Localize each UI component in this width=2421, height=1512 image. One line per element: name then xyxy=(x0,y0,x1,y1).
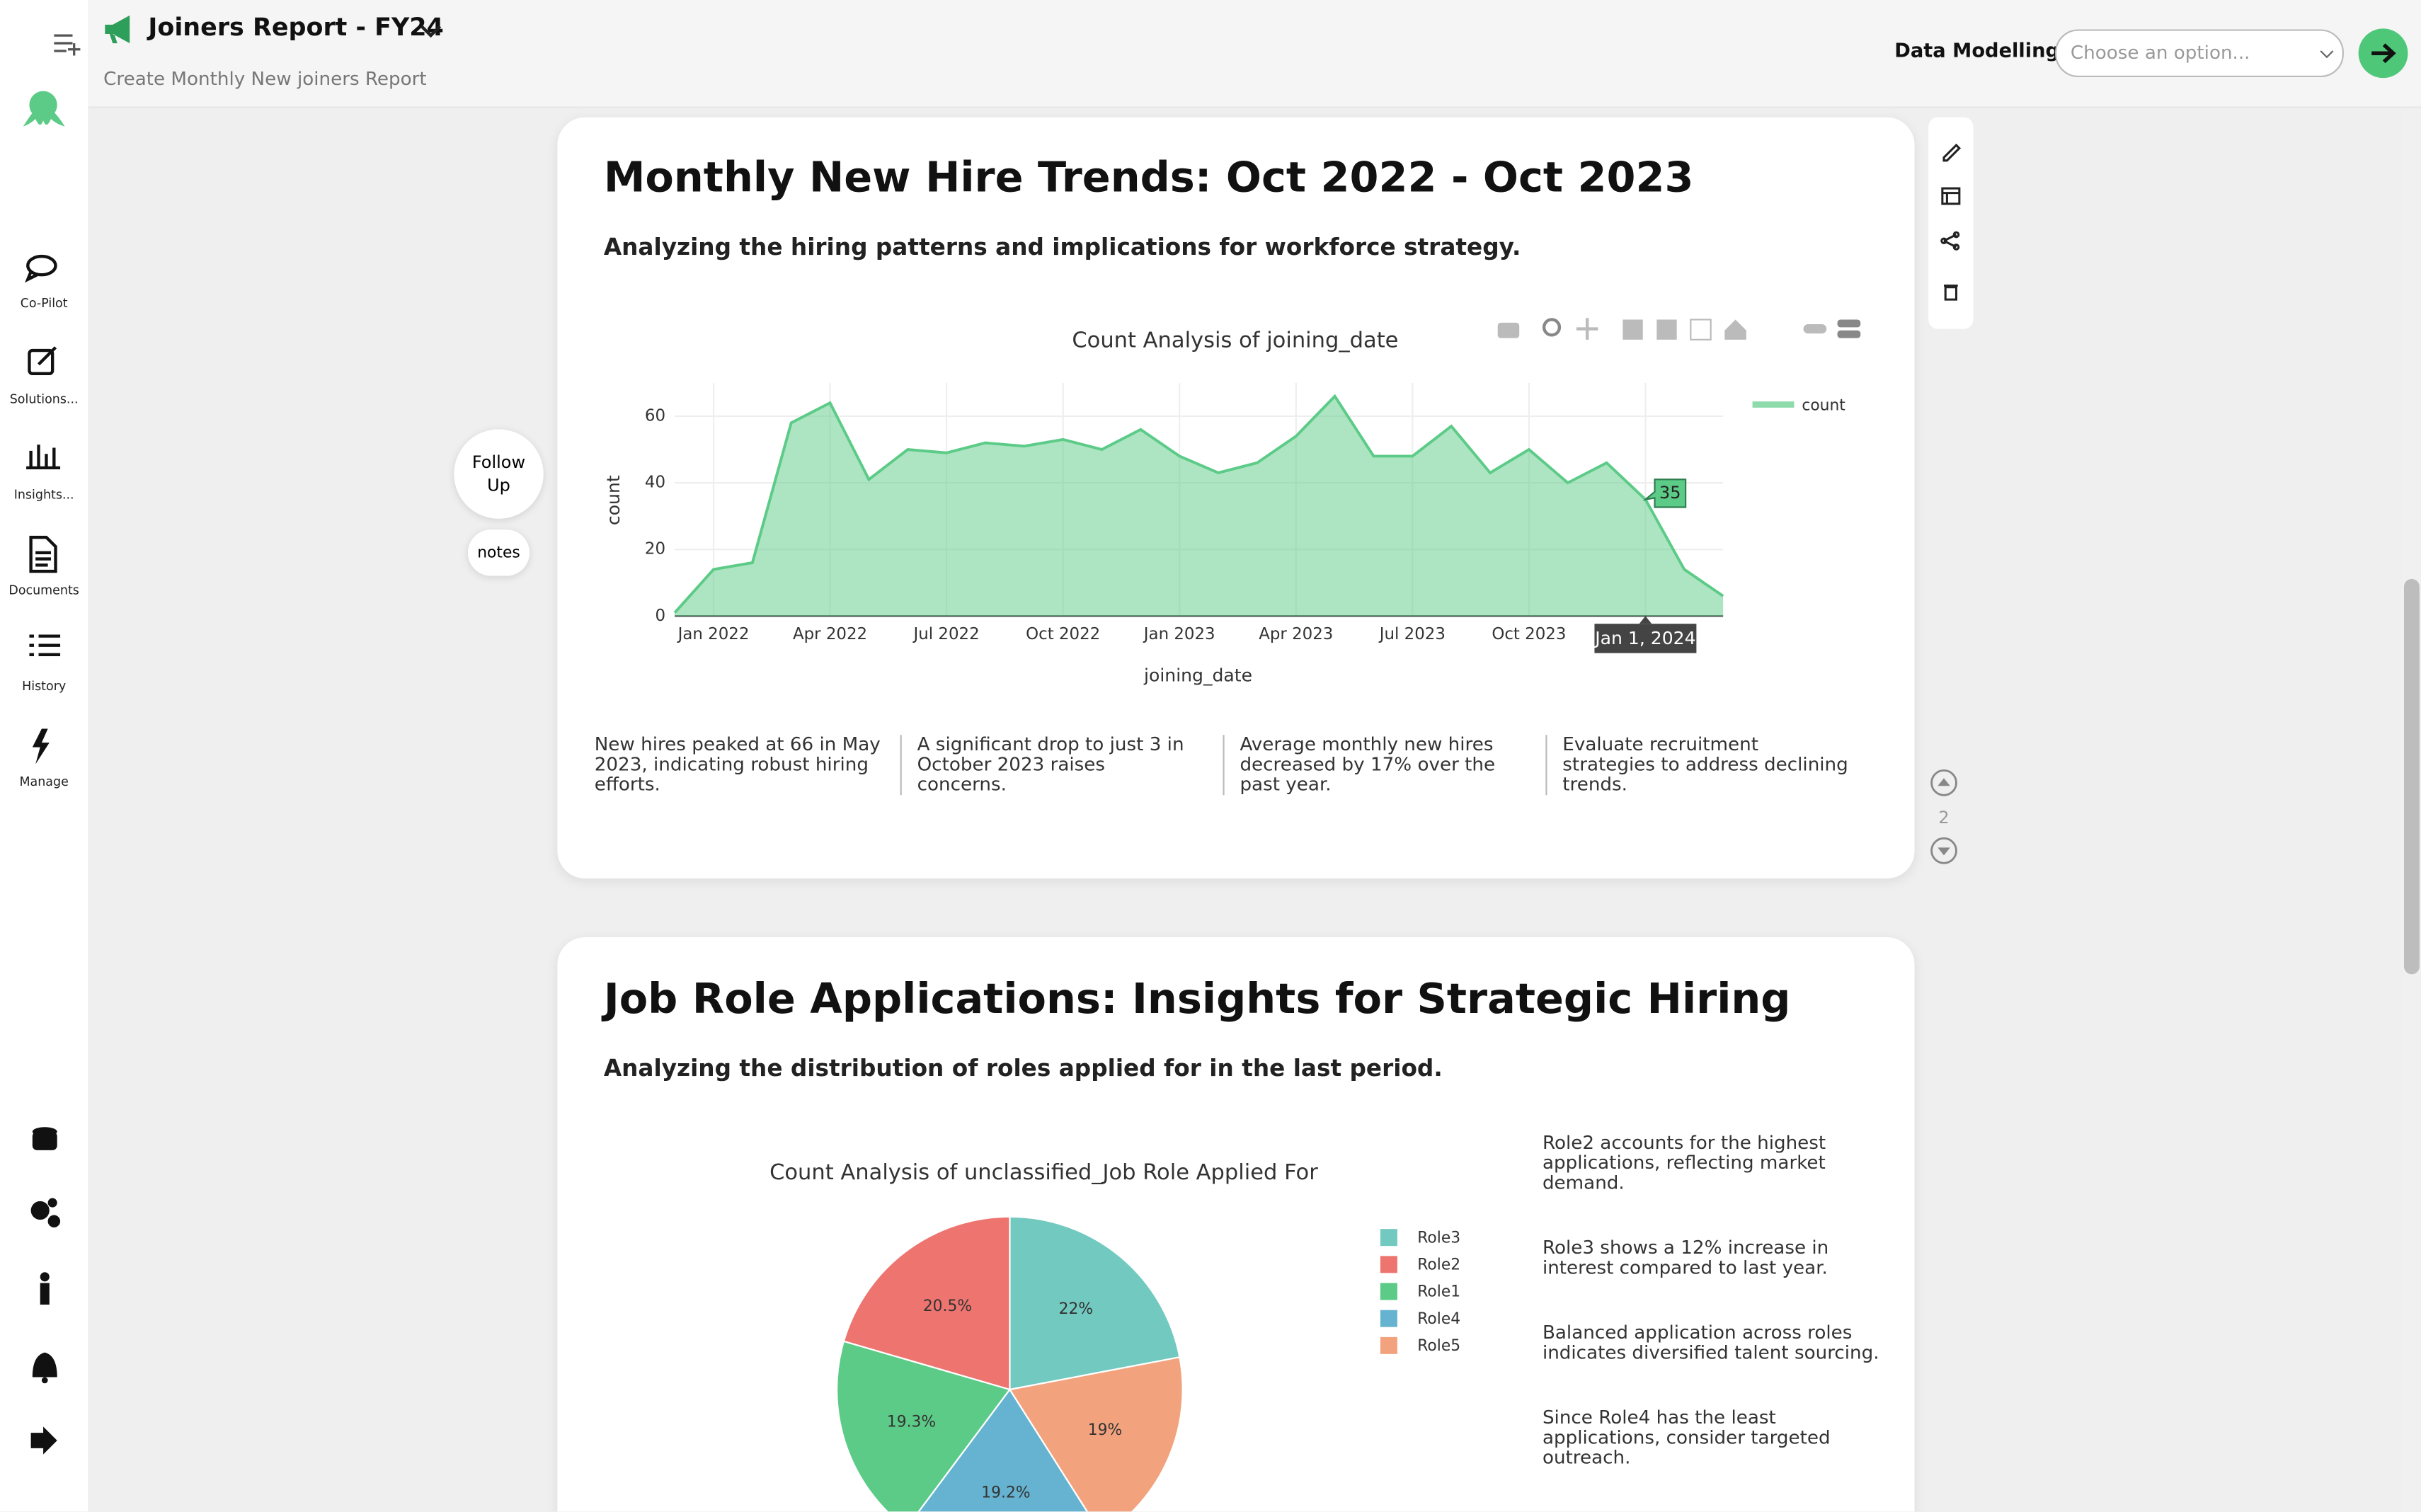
go-button[interactable] xyxy=(2358,28,2409,79)
legend-label: count xyxy=(1802,397,1845,415)
x-tick-label: Apr 2023 xyxy=(1259,625,1333,643)
nav-label[interactable]: Manage xyxy=(19,774,69,789)
select[interactable]: Choose an option... xyxy=(2055,29,2344,78)
pager-down[interactable] xyxy=(1930,837,1957,864)
area xyxy=(675,396,1724,617)
follow-up-label: Follow Up xyxy=(471,452,526,496)
insight: Since Role4 has the least applications, … xyxy=(1542,1407,1831,1469)
y-tick-label: 20 xyxy=(645,540,665,559)
nav-label[interactable]: Insights... xyxy=(13,488,74,502)
x-tick-label: Jan 2023 xyxy=(1143,625,1215,643)
notes-button[interactable]: notes xyxy=(467,529,530,576)
nav-label[interactable]: Solutions... xyxy=(9,392,79,406)
pie-slice xyxy=(917,1388,1089,1512)
legend-label: Role2 xyxy=(1417,1256,1460,1273)
chart-title: Count Analysis of joining_date xyxy=(1072,328,1398,353)
data-modelling-label: Data Modelling xyxy=(1894,38,2060,62)
pie-slice xyxy=(842,1215,1011,1391)
nav-label[interactable]: History xyxy=(22,679,67,694)
pager: 2 xyxy=(1930,769,1957,864)
slide-card: Job Role Applications: Insights for Stra… xyxy=(557,937,1915,1512)
hover-value: 35 xyxy=(1659,483,1681,503)
legend-label: Role4 xyxy=(1417,1310,1460,1328)
x-axis-label: joining_date xyxy=(1143,665,1252,685)
header: Joiners Report - FY24 Create Monthly New… xyxy=(88,0,2421,108)
page-number: 2 xyxy=(1938,808,1949,827)
slide-subtitle: Analyzing the hiring patterns and implic… xyxy=(603,233,1521,261)
insight: Role3 shows a 12% increase in interest c… xyxy=(1542,1237,1829,1278)
nav-label[interactable]: Documents xyxy=(8,583,79,598)
toolbar-icons[interactable] xyxy=(1928,118,1973,329)
y-axis-label: count xyxy=(603,475,624,525)
y-tick-label: 0 xyxy=(655,607,665,625)
slice-label: 19% xyxy=(1088,1421,1122,1439)
chart-title: Count Analysis of unclassified_Job Role … xyxy=(769,1160,1318,1185)
hover-pointer xyxy=(1639,616,1652,624)
sidebar: Co-Pilot Solutions... Insights... Docume… xyxy=(0,0,88,1512)
scrollbar xyxy=(2402,108,2421,1512)
x-tick-label: Oct 2023 xyxy=(1492,625,1566,643)
slide-toolbar xyxy=(1928,117,1974,329)
select-arrow xyxy=(2320,50,2334,59)
x-tick-label: Oct 2022 xyxy=(1026,625,1100,643)
slice-label: 19.3% xyxy=(887,1414,936,1431)
legend-swatch xyxy=(1380,1336,1397,1354)
pager-up[interactable] xyxy=(1930,769,1957,796)
legend-swatch xyxy=(1380,1310,1397,1327)
megaphone-icon xyxy=(105,15,130,44)
legend-label: Role3 xyxy=(1417,1229,1460,1247)
insight: New hires peaked at 66 in May 2023, indi… xyxy=(594,733,881,796)
notes-label: notes xyxy=(477,544,520,561)
slice-label: 22% xyxy=(1059,1300,1093,1318)
report-subtitle: Create Monthly New joiners Report xyxy=(103,67,427,90)
modebar[interactable] xyxy=(1497,318,1861,340)
pie-slice xyxy=(836,1340,1012,1512)
hover-label-box xyxy=(1594,624,1697,653)
select-placeholder: Choose an option... xyxy=(2070,41,2250,64)
pie-slice xyxy=(1008,1356,1184,1512)
scrollbar-thumb[interactable] xyxy=(2404,578,2420,975)
x-tick-label: Jul 2023 xyxy=(1378,625,1446,643)
pie-slice xyxy=(1009,1215,1181,1391)
hover-value-box xyxy=(1642,479,1687,508)
report-title[interactable]: Joiners Report - FY24 xyxy=(148,12,444,42)
chevron[interactable] xyxy=(418,22,443,40)
slide-subtitle: Analyzing the distribution of roles appl… xyxy=(603,1054,1443,1082)
insight: A significant drop to just 3 in October … xyxy=(900,734,1196,796)
hover-x-label: Jan 1, 2024 xyxy=(1593,628,1695,648)
y-tick-label: 40 xyxy=(645,474,665,492)
legend-label: Role5 xyxy=(1417,1337,1460,1355)
x-tick-label: Apr 2022 xyxy=(793,625,867,643)
insight: Role2 accounts for the highest applicati… xyxy=(1542,1131,1826,1194)
legend-swatch xyxy=(1380,1256,1397,1273)
slice-label: 19.2% xyxy=(981,1484,1030,1501)
follow-up-button[interactable]: Follow Up xyxy=(454,429,544,519)
insight: Average monthly new hires decreased by 1… xyxy=(1223,734,1525,796)
x-tick-label: Jan 2022 xyxy=(677,625,750,643)
insight: Evaluate recruitment strategies to addre… xyxy=(1545,734,1855,796)
sidebar-icons xyxy=(23,34,81,1455)
nav-label[interactable]: Co-Pilot xyxy=(20,296,68,311)
legend-label: Role1 xyxy=(1417,1283,1460,1301)
y-tick-label: 60 xyxy=(645,406,665,425)
x-tick-label: Jul 2022 xyxy=(912,625,980,643)
slice-label: 20.5% xyxy=(923,1298,972,1315)
line xyxy=(673,394,1724,614)
legend-swatch xyxy=(1380,1229,1397,1247)
insight: Balanced application across roles indica… xyxy=(1542,1322,1879,1363)
slide-title: Monthly New Hire Trends: Oct 2022 - Oct … xyxy=(603,154,1694,202)
slide-title: Job Role Applications: Insights for Stra… xyxy=(603,975,1791,1024)
legend-swatch xyxy=(1380,1283,1397,1300)
